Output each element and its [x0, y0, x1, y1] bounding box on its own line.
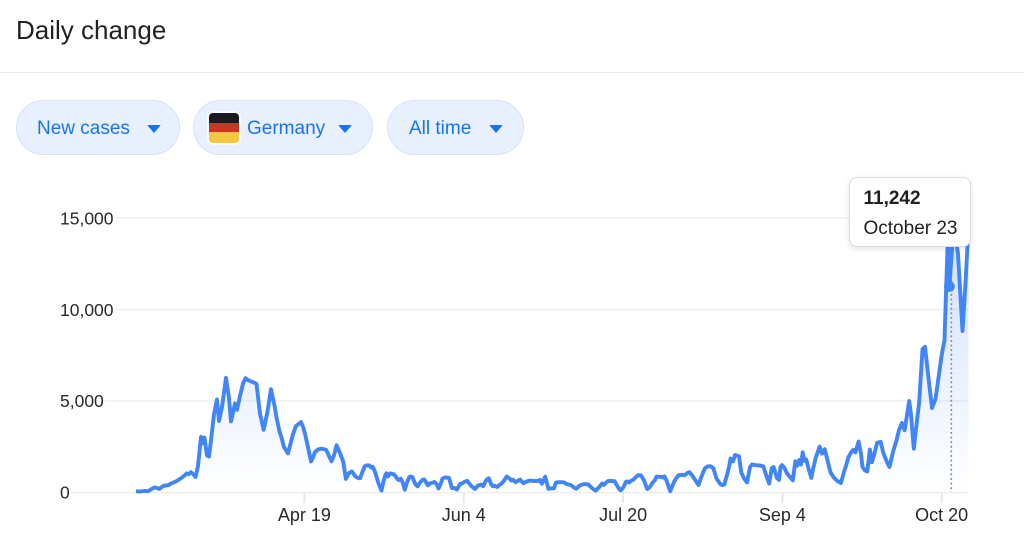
svg-text:15,000: 15,000: [60, 208, 114, 228]
svg-text:Oct 20: Oct 20: [915, 505, 968, 525]
svg-text:Jun 4: Jun 4: [442, 505, 486, 525]
svg-text:Sep 4: Sep 4: [759, 505, 806, 525]
svg-text:Apr 19: Apr 19: [278, 505, 331, 525]
svg-text:10,000: 10,000: [60, 300, 114, 320]
svg-text:Jul 20: Jul 20: [599, 505, 647, 525]
svg-text:5,000: 5,000: [60, 391, 104, 411]
svg-text:0: 0: [60, 482, 70, 502]
